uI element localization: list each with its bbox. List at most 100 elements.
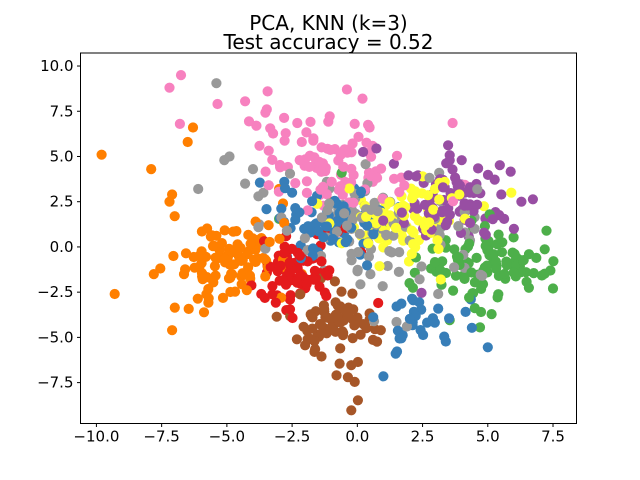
scatter-point-class-pink	[263, 145, 274, 156]
scatter-point-class-gray	[253, 191, 264, 202]
scatter-point-class-pink	[338, 161, 349, 172]
scatter-point-class-purple	[447, 164, 458, 175]
scatter-point-class-purple	[444, 150, 455, 161]
scatter-point-class-pink	[348, 197, 359, 208]
scatter-point-class-purple	[398, 217, 409, 229]
scatter-point-class-red	[279, 248, 290, 259]
scatter-point-class-red	[286, 243, 297, 254]
scatter-point-class-pink	[308, 135, 319, 146]
scatter-point-class-red	[316, 256, 327, 267]
scatter-point-class-red	[256, 288, 267, 300]
scatter-point-class-brown	[332, 300, 343, 311]
scatter-point-class-pink	[304, 150, 315, 161]
y-tick-label: −5.0	[37, 328, 73, 346]
scatter-point-class-blue	[396, 333, 407, 344]
scatter-point-class-pink	[243, 116, 255, 127]
scatter-point-class-yellow	[408, 239, 419, 250]
scatter-point-class-pink	[265, 123, 276, 134]
y-tick-label: 0.0	[50, 238, 74, 256]
scatter-point-class-brown	[316, 328, 327, 339]
scatter-point-class-green	[509, 248, 520, 260]
scatter-point-class-yellow	[408, 227, 419, 238]
scatter-point-class-purple	[442, 216, 453, 227]
scatter-point-class-brown	[291, 334, 302, 345]
scatter-point-class-gray	[355, 279, 366, 290]
scatter-point-class-pink	[294, 155, 305, 166]
scatter-point-class-brown	[307, 312, 318, 323]
scatter-point-class-purple	[388, 158, 399, 169]
scatter-point-class-blue	[362, 220, 373, 231]
scatter-point-class-green	[464, 292, 475, 303]
scatter-point-class-orange	[237, 255, 248, 266]
scatter-point-class-gray	[382, 260, 393, 272]
x-tick-label: 0.0	[345, 428, 369, 446]
scatter-point-class-brown	[347, 288, 358, 299]
scatter-point-class-brown	[371, 336, 383, 347]
scatter-point-class-pink	[164, 82, 175, 93]
scatter-point-class-yellow	[384, 197, 395, 208]
scatter-point-class-blue	[391, 346, 403, 357]
scatter-point-class-pink	[174, 118, 185, 129]
scatter-point-class-orange	[180, 264, 191, 275]
scatter-point-class-purple	[496, 189, 507, 200]
scatter-point-class-green	[471, 252, 482, 263]
scatter-point-class-gray	[352, 266, 363, 277]
scatter-point-class-pink	[316, 142, 327, 153]
scatter-point-class-orange	[202, 223, 213, 234]
scatter-point-class-pink	[254, 140, 265, 151]
scatter-point-class-purple	[527, 194, 539, 205]
scatter-point-class-pink	[292, 117, 303, 129]
scatter-point-class-gray	[433, 288, 444, 300]
scatter-point-class-brown	[334, 358, 345, 369]
scatter-point-class-blue	[414, 297, 425, 308]
scatter-point-class-green	[499, 268, 510, 280]
scatter-point-class-green	[528, 268, 539, 279]
scatter-point-class-blue	[321, 221, 332, 232]
scatter-point-class-blue	[368, 312, 379, 323]
scatter-point-class-orange	[194, 250, 205, 261]
scatter-point-class-blue	[392, 325, 403, 336]
scatter-point-class-green	[508, 267, 519, 278]
scatter-point-class-yellow	[413, 215, 424, 226]
scatter-point-class-orange	[241, 285, 252, 296]
scatter-point-class-green	[541, 225, 552, 236]
scatter-point-class-yellow	[506, 187, 517, 198]
scatter-point-class-blue	[261, 204, 272, 215]
scatter-point-class-red	[301, 279, 312, 290]
scatter-point-class-brown	[315, 319, 326, 330]
scatter-point-class-pink	[240, 96, 251, 107]
scatter-point-class-blue	[290, 203, 301, 214]
scatter-point-class-yellow	[344, 183, 355, 194]
scatter-point-class-blue	[290, 214, 301, 225]
scatter-point-class-blue	[404, 313, 415, 324]
scatter-point-class-brown	[349, 320, 360, 331]
scatter-point-class-purple	[450, 172, 461, 183]
scatter-point-class-pink	[304, 161, 315, 172]
y-tick-label: −7.5	[37, 374, 73, 392]
scatter-point-class-pink	[335, 181, 346, 192]
scatter-point-class-orange	[192, 293, 203, 304]
scatter-point-class-green	[477, 279, 489, 290]
scatter-point-class-blue	[355, 186, 367, 197]
scatter-point-class-pink	[212, 98, 223, 110]
scatter-point-class-yellow	[428, 204, 439, 215]
scatter-point-class-brown	[361, 323, 372, 334]
scatter-point-class-green	[404, 278, 415, 289]
scatter-point-class-purple	[411, 171, 422, 182]
scatter-point-class-gray	[360, 159, 371, 170]
scatter-point-class-green	[491, 263, 502, 274]
scatter-point-class-gray	[363, 251, 374, 262]
scatter-point-class-blue	[440, 336, 451, 347]
scatter-point-class-purple	[482, 169, 494, 180]
scatter-point-class-pink	[316, 166, 327, 177]
scatter-point-class-yellow	[432, 235, 443, 246]
scatter-point-class-blue	[279, 183, 291, 194]
scatter-point-class-purple	[452, 181, 463, 192]
scatter-point-class-green	[459, 273, 470, 284]
scatter-point-class-blue	[378, 371, 389, 382]
scatter-point-class-green	[548, 256, 559, 267]
scatter-point-class-gray	[331, 226, 343, 237]
scatter-point-class-brown	[335, 343, 346, 354]
scatter-point-class-green	[501, 260, 512, 271]
